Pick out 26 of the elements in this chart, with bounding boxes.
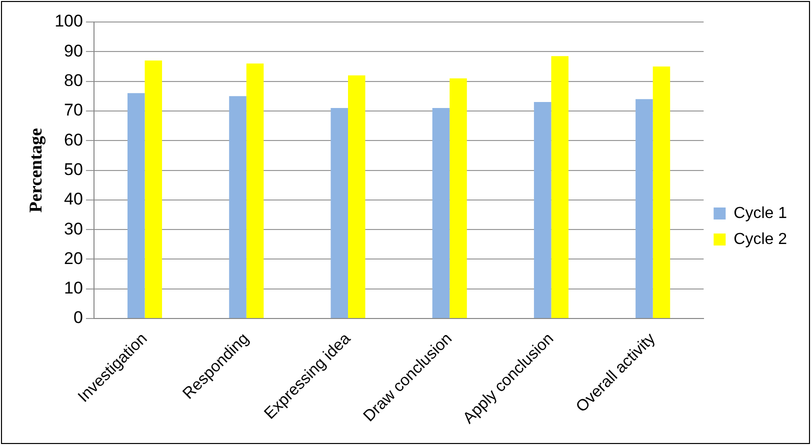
bar	[330, 108, 348, 318]
y-tick-label: 50	[64, 160, 83, 179]
bar	[652, 66, 670, 318]
legend-label: Cycle 1	[734, 204, 788, 222]
y-tick-label: 20	[64, 248, 83, 268]
bar	[127, 93, 145, 318]
bar	[229, 96, 246, 318]
y-tick-label: 100	[54, 12, 83, 31]
y-tick-label: 10	[64, 278, 83, 298]
y-tick-label: 70	[64, 100, 83, 120]
bar	[144, 60, 162, 318]
bar	[348, 75, 366, 318]
y-tick-label: 80	[64, 70, 83, 90]
legend-label: Cycle 2	[734, 230, 788, 248]
y-tick-label: 60	[64, 130, 83, 150]
bar	[636, 99, 653, 318]
y-tick-label: 30	[64, 219, 83, 238]
bar	[551, 56, 568, 318]
bar	[534, 102, 552, 318]
bar	[432, 108, 450, 318]
bar	[246, 64, 264, 318]
y-tick-label: 0	[73, 308, 83, 328]
y-tick-label: 40	[64, 190, 83, 209]
y-tick-label: 90	[64, 41, 83, 60]
y-axis-title: Percentage	[25, 128, 46, 213]
bar	[450, 78, 467, 318]
